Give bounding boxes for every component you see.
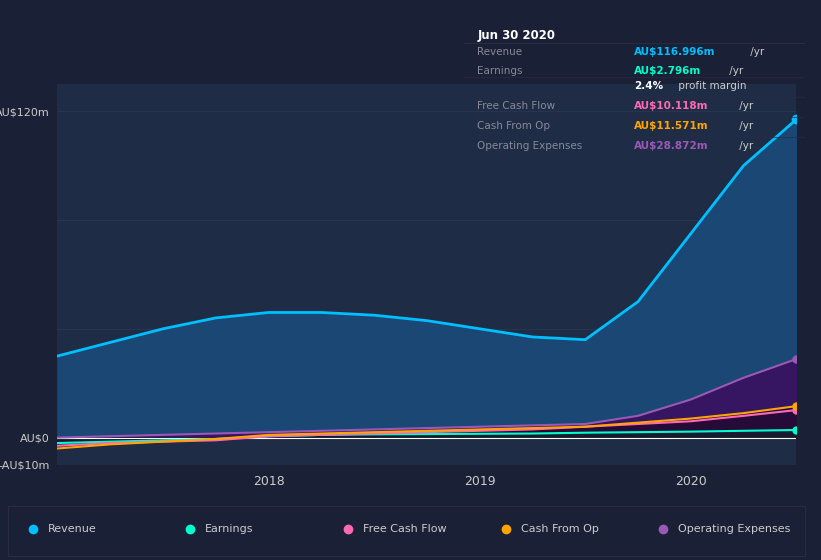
Text: AU$11.571m: AU$11.571m [635, 121, 709, 131]
Text: Earnings: Earnings [478, 66, 523, 76]
Text: Free Cash Flow: Free Cash Flow [478, 101, 556, 111]
Text: AU$116.996m: AU$116.996m [635, 47, 716, 57]
Text: AU$28.872m: AU$28.872m [635, 141, 709, 151]
Text: Earnings: Earnings [205, 524, 254, 534]
Text: Free Cash Flow: Free Cash Flow [363, 524, 447, 534]
Text: Revenue: Revenue [478, 47, 523, 57]
Text: AU$2.796m: AU$2.796m [635, 66, 701, 76]
Text: /yr: /yr [727, 66, 744, 76]
Text: profit margin: profit margin [675, 81, 746, 91]
Text: 2.4%: 2.4% [635, 81, 663, 91]
Text: Operating Expenses: Operating Expenses [678, 524, 791, 534]
Text: /yr: /yr [746, 47, 764, 57]
Text: Revenue: Revenue [48, 524, 96, 534]
Text: /yr: /yr [736, 121, 754, 131]
Text: /yr: /yr [736, 101, 754, 111]
Text: /yr: /yr [736, 141, 754, 151]
Text: Jun 30 2020: Jun 30 2020 [478, 29, 556, 42]
Text: Cash From Op: Cash From Op [521, 524, 599, 534]
Text: Operating Expenses: Operating Expenses [478, 141, 583, 151]
Text: AU$10.118m: AU$10.118m [635, 101, 709, 111]
Text: Cash From Op: Cash From Op [478, 121, 551, 131]
